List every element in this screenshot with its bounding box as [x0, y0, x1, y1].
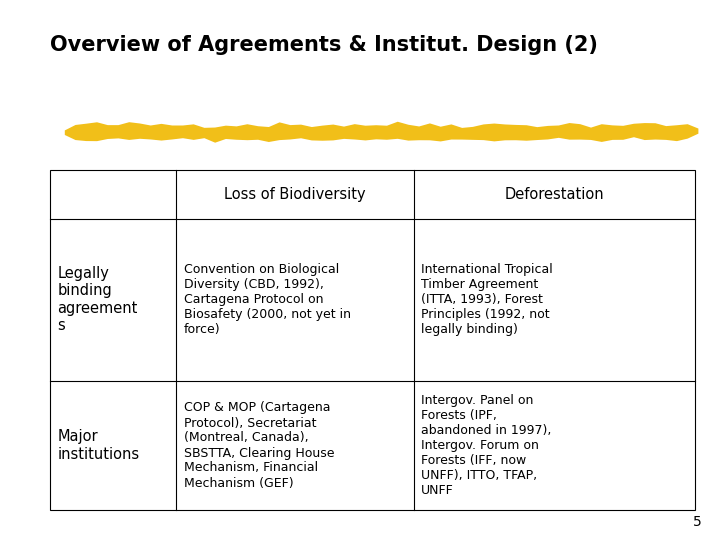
Polygon shape [65, 122, 698, 143]
Text: Overview of Agreements & Institut. Design (2): Overview of Agreements & Institut. Desig… [50, 35, 598, 55]
Text: Intergov. Panel on
Forests (IPF,
abandoned in 1997),
Intergov. Forum on
Forests : Intergov. Panel on Forests (IPF, abandon… [421, 394, 552, 497]
Text: COP & MOP (Cartagena
Protocol), Secretariat
(Montreal, Canada),
SBSTTA, Clearing: COP & MOP (Cartagena Protocol), Secretar… [184, 402, 334, 489]
Text: Loss of Biodiversity: Loss of Biodiversity [225, 187, 366, 202]
Text: 5: 5 [693, 515, 702, 529]
Text: International Tropical
Timber Agreement
(ITTA, 1993), Forest
Principles (1992, n: International Tropical Timber Agreement … [421, 263, 553, 336]
Text: Convention on Biological
Diversity (CBD, 1992),
Cartagena Protocol on
Biosafety : Convention on Biological Diversity (CBD,… [184, 263, 351, 336]
Text: Deforestation: Deforestation [505, 187, 604, 202]
Text: Legally
binding
agreement
s: Legally binding agreement s [58, 266, 138, 333]
Text: Major
institutions: Major institutions [58, 429, 140, 462]
